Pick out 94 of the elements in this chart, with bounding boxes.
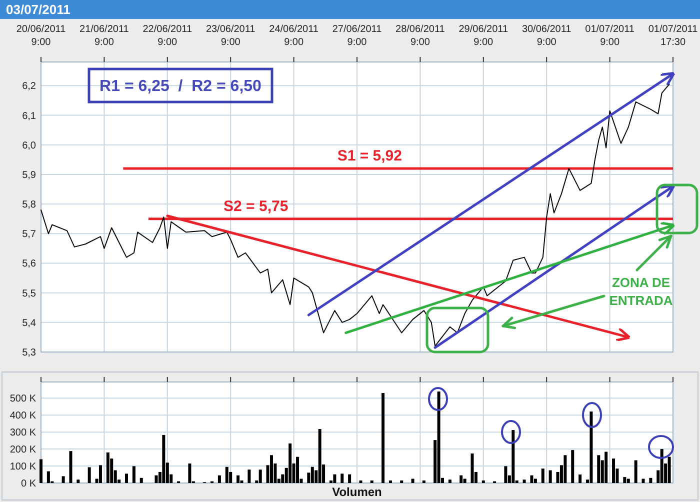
bar xyxy=(98,465,102,483)
bar xyxy=(482,480,485,483)
bar xyxy=(258,470,262,483)
y-tick-label: 5,7 xyxy=(22,229,36,240)
y-tick-label: 100 K xyxy=(10,462,36,473)
bar xyxy=(125,474,128,483)
y-tick-label: 5,8 xyxy=(22,200,36,211)
ref-line-label: S1 = 5,92 xyxy=(337,148,402,165)
y-tick-label: 5,4 xyxy=(22,318,36,329)
bar xyxy=(69,451,72,483)
bar xyxy=(340,474,344,483)
bar xyxy=(370,480,374,483)
x-tick-label: 24/06/2011 9:00 xyxy=(269,24,319,48)
bar xyxy=(236,475,240,483)
bar xyxy=(310,466,314,483)
bar xyxy=(634,460,638,483)
x-tick-label: 21/06/2011 9:00 xyxy=(80,24,130,48)
bar xyxy=(604,452,608,483)
bar xyxy=(154,475,158,483)
bar xyxy=(411,478,414,483)
y-tick-label: 6,0 xyxy=(22,140,36,152)
bar xyxy=(571,450,574,483)
bar xyxy=(296,456,300,483)
x-tick-label: 01/07/2011 17:30 xyxy=(648,24,698,48)
bar xyxy=(40,459,42,483)
ref-line-label: S2 = 5,75 xyxy=(224,198,288,215)
y-tick-label: 5,9 xyxy=(22,170,36,181)
bar xyxy=(400,480,404,483)
bar xyxy=(62,476,65,483)
bar xyxy=(448,480,452,483)
bar xyxy=(288,443,292,483)
chart-title: 03/07/2011 xyxy=(6,2,70,17)
bar xyxy=(248,470,251,483)
x-tick-label: 28/06/2011 9:00 xyxy=(396,24,446,48)
bar xyxy=(76,480,80,483)
x-tick-label: 20/06/2011 9:00 xyxy=(16,24,66,48)
bar xyxy=(463,478,466,483)
bar xyxy=(318,429,322,483)
bar xyxy=(460,475,463,483)
bar xyxy=(612,458,616,483)
y-tick-label: 400 K xyxy=(10,410,36,422)
bar xyxy=(541,468,544,483)
annotation: ZONA DE ENTRADA xyxy=(609,275,674,308)
annotation: R1 = 6,25 / R2 = 6,50 xyxy=(100,78,262,96)
bar xyxy=(348,474,352,483)
bar xyxy=(668,456,671,483)
bar xyxy=(590,412,593,483)
x-tick-label: 27/06/2011 9:00 xyxy=(332,24,382,48)
bar xyxy=(46,471,50,483)
y-tick-label: 0 K xyxy=(20,478,36,490)
y-tick-label: 200 K xyxy=(10,444,36,456)
bar xyxy=(132,466,136,483)
bar xyxy=(530,475,534,483)
bar xyxy=(359,480,362,483)
bar xyxy=(225,466,228,483)
bar xyxy=(504,466,508,483)
bar xyxy=(522,480,526,483)
bar xyxy=(140,478,143,483)
x-tick-label: 22/06/2011 9:00 xyxy=(142,24,192,48)
bar xyxy=(548,470,552,483)
bar xyxy=(218,475,221,483)
y-tick-label: 500 K xyxy=(10,394,36,405)
y-tick-label: 6,2 xyxy=(22,81,36,92)
bar xyxy=(597,455,600,483)
bar xyxy=(578,474,582,483)
bar xyxy=(649,478,652,483)
bar xyxy=(660,449,664,483)
y-tick-label: 5,6 xyxy=(22,258,36,270)
bar xyxy=(88,467,91,483)
bar xyxy=(270,455,273,483)
x-tick-label: 23/06/2011 9:00 xyxy=(206,24,256,48)
y-tick-label: 300 K xyxy=(10,428,36,439)
bar xyxy=(388,480,392,483)
bar xyxy=(534,478,537,483)
y-tick-label: 5,5 xyxy=(22,288,36,300)
bar xyxy=(470,453,474,483)
y-tick-label: 5,3 xyxy=(22,348,36,358)
x-tick-label: 01/07/2011 9:00 xyxy=(585,24,635,48)
bar xyxy=(106,452,110,483)
bar xyxy=(382,393,385,483)
bar xyxy=(512,430,515,483)
bar xyxy=(626,478,630,483)
bar xyxy=(564,455,567,483)
bar xyxy=(333,474,336,483)
bar xyxy=(623,477,626,483)
x-tick-label: 29/06/2011 9:00 xyxy=(458,24,508,48)
bar xyxy=(188,463,192,483)
x-tick-label: 30/06/2011 9:00 xyxy=(522,24,572,48)
x-axis-title: Volumen xyxy=(332,485,382,499)
bar xyxy=(642,478,645,483)
y-tick-label: 6,1 xyxy=(22,110,36,122)
bar xyxy=(437,392,440,483)
bar xyxy=(162,434,166,483)
bar xyxy=(422,480,426,483)
